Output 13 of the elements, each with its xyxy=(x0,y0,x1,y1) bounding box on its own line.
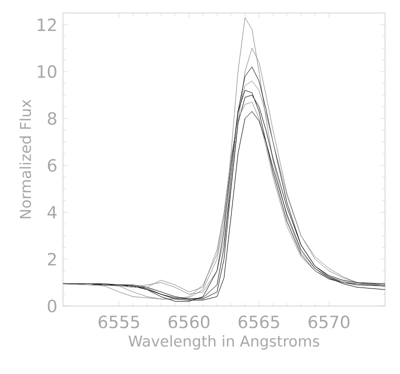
x-tick-label: 6565 xyxy=(238,315,280,328)
y-tick-label: 6 xyxy=(48,158,56,172)
y-tick-label: 2 xyxy=(48,252,56,266)
x-tick-label: 6555 xyxy=(98,315,140,328)
x-tick-label: 6570 xyxy=(308,315,350,328)
y-axis-title: Normalized Flux xyxy=(20,100,32,218)
y-tick-label: 0 xyxy=(48,300,56,312)
y-tick-label: 10 xyxy=(38,65,56,78)
y-tick-label: 8 xyxy=(48,112,56,125)
x-tick-label: 6560 xyxy=(168,315,210,328)
x-axis-title: Wavelength in Angstroms xyxy=(128,335,320,350)
y-tick-label: 12 xyxy=(38,18,56,31)
y-tick-label: 4 xyxy=(48,206,57,218)
